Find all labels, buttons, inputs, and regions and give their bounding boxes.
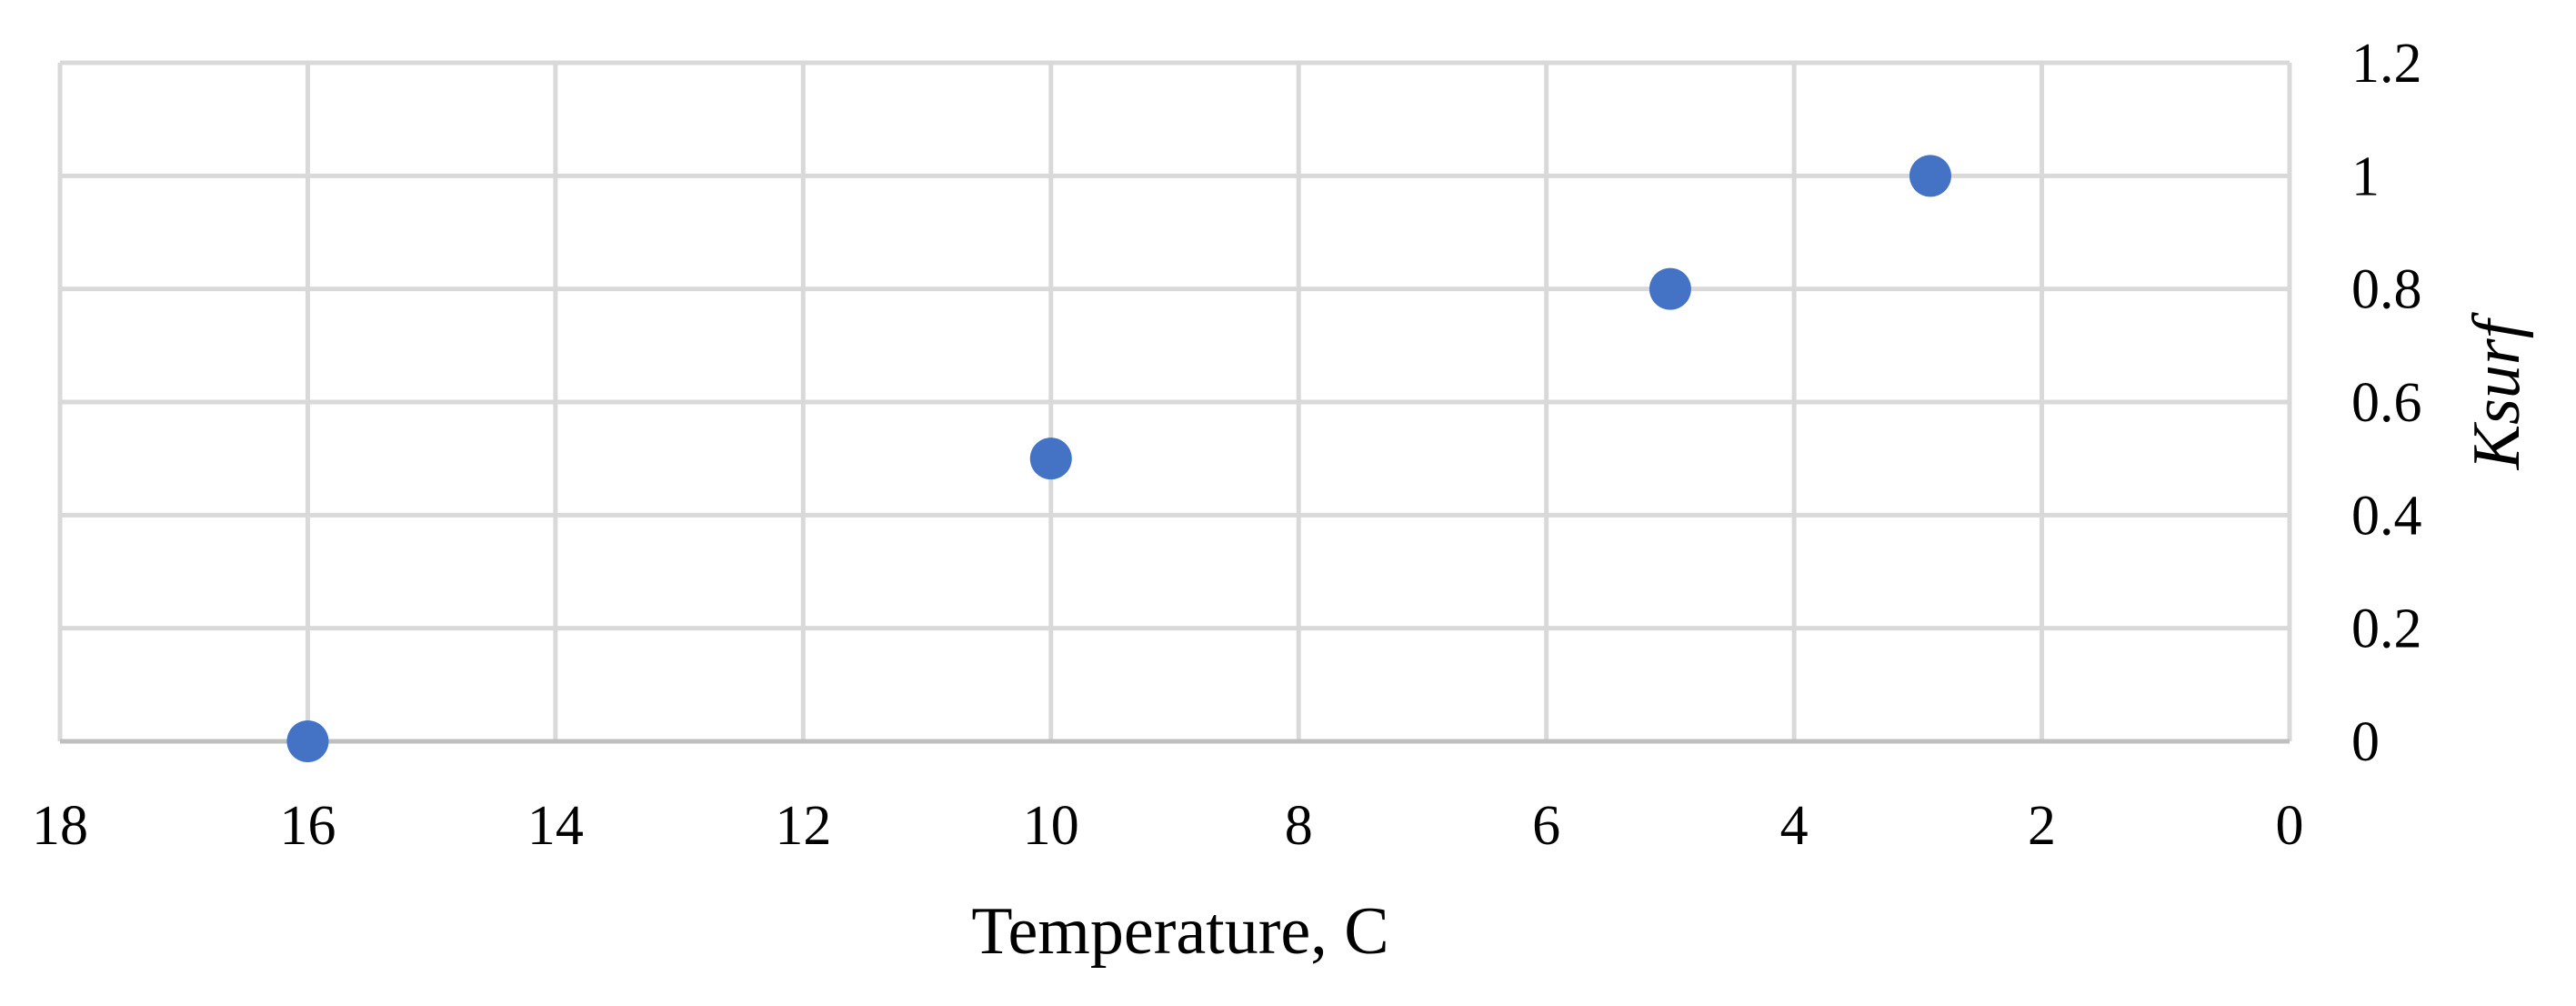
x-axis-title: Temperature, C: [971, 894, 1388, 969]
x-tick-label: 6: [1532, 795, 1560, 857]
data-point: [1649, 267, 1691, 310]
y-tick-label: 0.8: [2351, 259, 2422, 321]
x-tick-label: 18: [32, 795, 88, 857]
y-tick-label: 1: [2351, 146, 2380, 207]
y-axis-ticks: 0 0.2 0.4 0.6 0.8 1 1.2: [2351, 33, 2422, 773]
y-tick-label: 0: [2351, 711, 2380, 773]
data-point: [1029, 438, 1072, 480]
x-tick-label: 2: [2028, 795, 2056, 857]
y-tick-label: 0.6: [2351, 372, 2422, 434]
x-tick-label: 4: [1780, 795, 1809, 857]
y-tick-label: 1.2: [2351, 33, 2422, 95]
y-tick-label: 0.4: [2351, 485, 2422, 547]
x-tick-label: 8: [1285, 795, 1313, 857]
x-axis-ticks: 18 16 14 12 10 8 6 4 2 0: [32, 795, 2304, 857]
data-points: [286, 155, 1951, 762]
y-axis-title: Ksurf: [2460, 311, 2534, 470]
x-tick-label: 10: [1023, 795, 1079, 857]
x-tick-label: 12: [775, 795, 831, 857]
x-tick-label: 14: [527, 795, 584, 857]
x-tick-label: 16: [279, 795, 336, 857]
x-tick-label: 0: [2276, 795, 2304, 857]
y-tick-label: 0.2: [2351, 599, 2422, 660]
grid: [57, 60, 2292, 744]
data-point: [1909, 155, 1951, 197]
data-point: [286, 720, 329, 762]
